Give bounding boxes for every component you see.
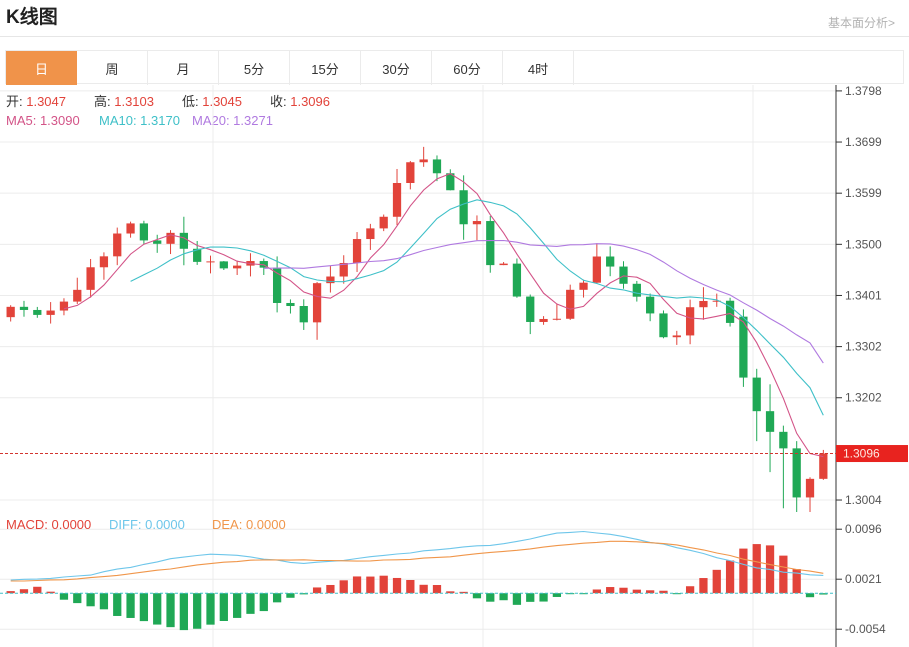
svg-text:1.3004: 1.3004 <box>845 493 882 507</box>
svg-text:0.0096: 0.0096 <box>845 522 882 536</box>
svg-text:1.3699: 1.3699 <box>845 135 882 149</box>
svg-text:1.3096: 1.3096 <box>843 447 880 461</box>
svg-text:1.3202: 1.3202 <box>845 391 882 405</box>
svg-text:1.3302: 1.3302 <box>845 340 882 354</box>
svg-text:1.3798: 1.3798 <box>845 85 882 98</box>
svg-text:1.3599: 1.3599 <box>845 186 882 200</box>
svg-text:0.0021: 0.0021 <box>845 572 882 586</box>
svg-text:1.3401: 1.3401 <box>845 288 882 302</box>
svg-text:1.3500: 1.3500 <box>845 237 882 251</box>
svg-text:-0.0054: -0.0054 <box>845 622 886 636</box>
